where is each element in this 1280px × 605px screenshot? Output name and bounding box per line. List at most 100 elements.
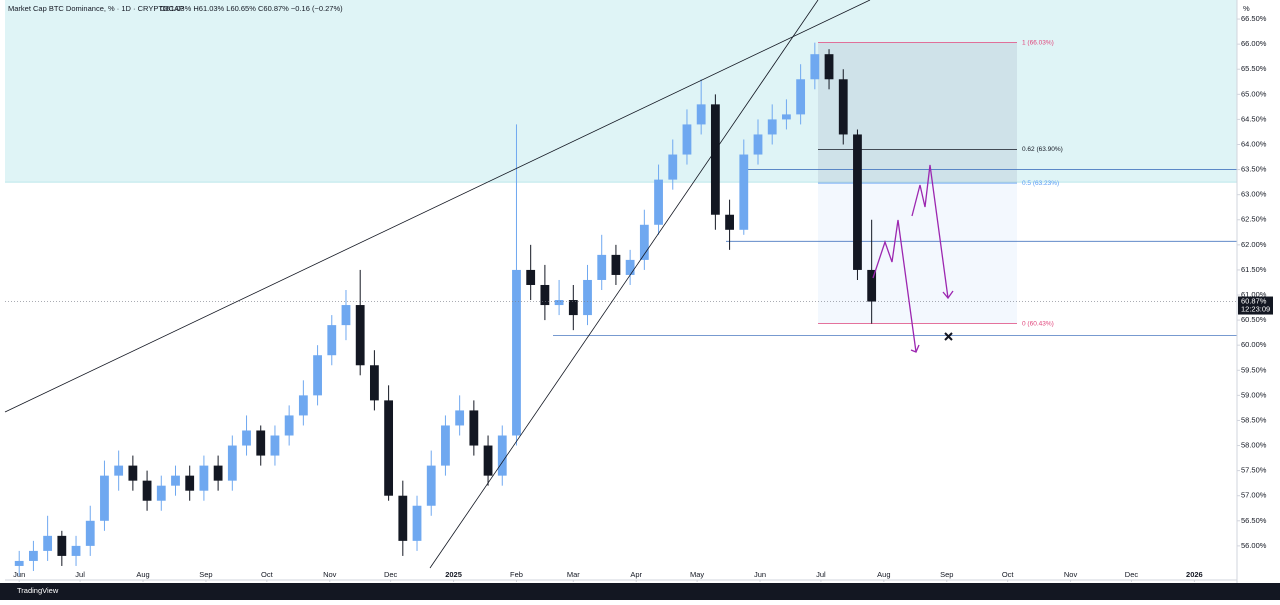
candle-body <box>369 365 379 401</box>
x-tick-label: Aug <box>877 570 890 579</box>
candle-body <box>355 305 365 366</box>
countdown: 12:23:09 <box>1241 305 1270 314</box>
candle-body <box>341 305 351 326</box>
candle-body <box>227 445 237 481</box>
axes: 56.00% 56.50% 57.00% 57.50% 58.00% 58.50% 59.0… <box>13 14 1273 582</box>
candle-body <box>654 179 663 225</box>
y-tick-label: 58.00% <box>1241 441 1267 450</box>
fib-label: 1 (66.03%) <box>1022 39 1054 46</box>
y-tick-label: 65.50% <box>1241 64 1267 73</box>
candle-body <box>668 154 678 180</box>
trendline <box>4 0 871 413</box>
candle-body <box>696 104 706 125</box>
candle-body <box>497 435 507 476</box>
candle-body <box>611 254 621 275</box>
candle-body <box>156 485 166 501</box>
candle-body <box>753 134 763 155</box>
fib-label: 0 (60.43%) <box>1022 320 1054 327</box>
candle-body <box>298 395 308 416</box>
candle-body <box>782 114 791 120</box>
y-tick-label: 56.00% <box>1241 541 1267 550</box>
y-tick-label: 63.50% <box>1241 165 1267 174</box>
candle-body <box>398 495 408 541</box>
x-tick-label: Jul <box>816 570 826 579</box>
y-tick-label: 59.00% <box>1241 390 1267 399</box>
candle-body <box>256 430 266 456</box>
candle-body <box>270 435 280 456</box>
candle-body <box>199 465 209 491</box>
y-tick-label: 56.50% <box>1241 516 1267 525</box>
x-tick-label: Nov <box>1064 570 1078 579</box>
y-tick-label: 66.50% <box>1241 14 1267 23</box>
candle-body <box>838 79 848 135</box>
plot: 1 (66.03%) 0.62 (63.90%) 0.5 (63.23%) 0 (60… <box>5 0 1237 576</box>
candle-body <box>313 355 322 396</box>
ohlc-summary: O61.03% H61.03% L60.65% C60.87% −0.16 (−… <box>160 4 343 13</box>
y-tick-label: 65.00% <box>1241 89 1267 98</box>
footer <box>0 583 1280 600</box>
x-tick-label: May <box>690 570 704 579</box>
fib-box-upper <box>818 42 1017 184</box>
price-axis <box>1237 0 1280 583</box>
price-tag-label: 60.87% <box>1241 297 1267 306</box>
y-tick-label: 60.50% <box>1241 315 1267 324</box>
y-tick-label: 66.00% <box>1241 39 1267 48</box>
candle-body <box>384 400 394 496</box>
y-tick-label: 64.00% <box>1241 139 1267 148</box>
price-tag <box>1238 296 1273 315</box>
candle-body <box>639 224 649 260</box>
candle-body <box>625 259 635 275</box>
x-tick-label: Jul <box>75 570 85 579</box>
candle-body <box>554 300 564 306</box>
x-tick-label: Mar <box>567 570 580 579</box>
candle-body <box>185 475 195 491</box>
candle-body <box>171 475 180 486</box>
candle-body <box>682 124 692 155</box>
y-tick-label: 57.50% <box>1241 466 1267 475</box>
candle-body <box>568 300 578 316</box>
x-tick-label: Nov <box>323 570 337 579</box>
candle-body <box>100 475 109 521</box>
candle-body <box>540 284 550 306</box>
brand: TradingView <box>17 586 59 595</box>
fib-label: 0.62 (63.90%) <box>1022 146 1063 153</box>
y-tick-label: 59.50% <box>1241 365 1267 374</box>
candle-body <box>14 560 24 566</box>
candle-body <box>426 465 436 506</box>
fib-box-lower <box>818 183 1017 324</box>
x-tick-label: 2026 <box>1186 570 1203 579</box>
candle-body <box>725 214 734 230</box>
candle-body <box>213 465 223 481</box>
x-tick-label: Dec <box>1125 570 1139 579</box>
candle-body <box>739 154 749 230</box>
x-tick-label: 2025 <box>445 570 462 579</box>
y-tick-label: 62.50% <box>1241 215 1267 224</box>
symbol-title: Market Cap BTC Dominance, % · 1D · CRYPT… <box>8 4 184 13</box>
candle-body <box>512 269 521 436</box>
candle-body <box>796 79 806 115</box>
candle-body <box>469 410 479 446</box>
candle-body <box>853 134 862 270</box>
fib-label: 0.5 (63.23%) <box>1022 180 1059 187</box>
candle-body <box>57 535 67 556</box>
candle-body <box>710 104 720 215</box>
y-tick-label: 60.00% <box>1241 340 1267 349</box>
trendline <box>429 0 819 569</box>
target-mark <box>944 332 953 341</box>
candle-body <box>526 269 536 285</box>
candle-body <box>583 279 592 316</box>
candle-body <box>412 505 422 541</box>
x-tick-label: Jun <box>13 570 25 579</box>
candle-body <box>867 269 877 302</box>
x-tick-label: Oct <box>1002 570 1015 579</box>
y-tick-label: 61.50% <box>1241 265 1267 274</box>
candle-body <box>327 325 337 356</box>
x-tick-label: Sep <box>199 570 212 579</box>
y-tick-label: 64.50% <box>1241 114 1267 123</box>
candle-body <box>441 425 450 466</box>
y-tick-label: 58.50% <box>1241 415 1267 424</box>
projection-arrows <box>872 164 954 353</box>
candle-body <box>114 465 124 476</box>
